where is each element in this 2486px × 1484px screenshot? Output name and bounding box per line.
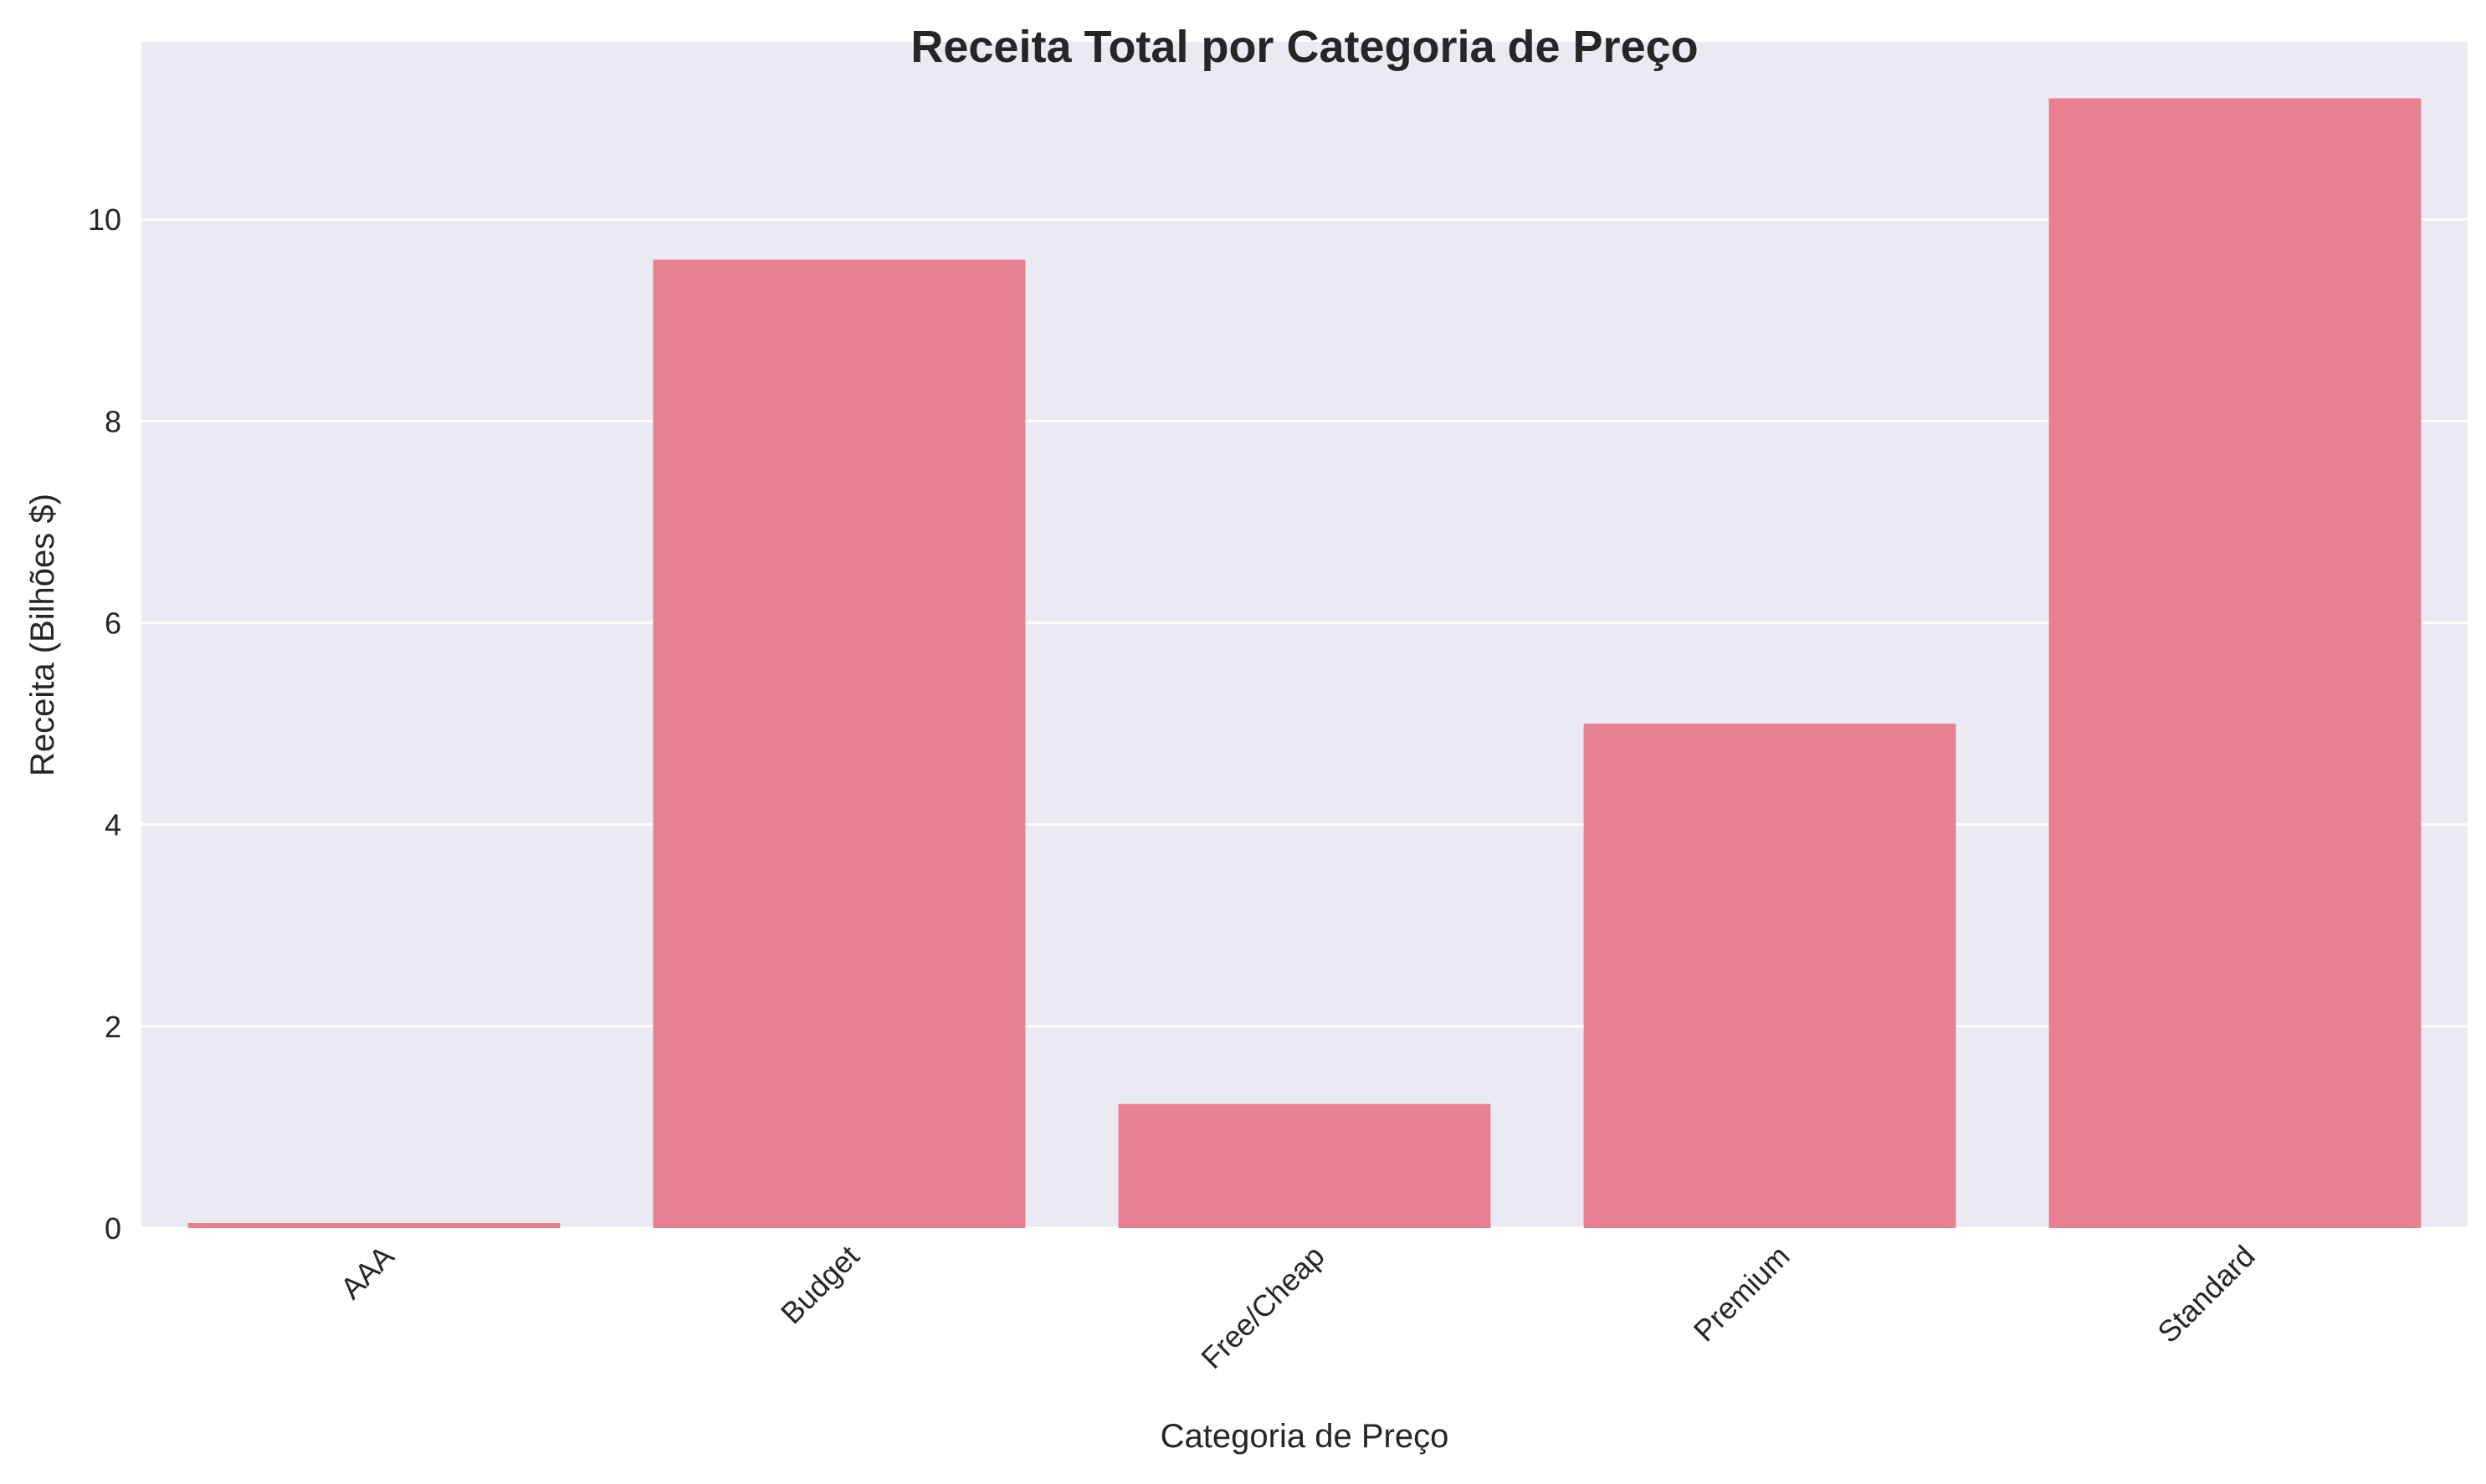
bars	[187, 98, 2422, 1229]
y-tick-label: 6	[105, 606, 121, 641]
x-tick-label: Standard	[2150, 1239, 2261, 1349]
chart-title: Receita Total por Categoria de Preço	[910, 22, 1698, 72]
y-axis-label: Receita (Bilhões $)	[24, 494, 61, 776]
x-tick-label: AAA	[334, 1239, 401, 1306]
x-tick-label: Premium	[1687, 1239, 1797, 1348]
bar-premium	[1583, 724, 1956, 1228]
y-tick-label: 10	[88, 202, 121, 237]
y-tick-label: 2	[105, 1010, 121, 1044]
y-tick-label: 4	[105, 808, 121, 842]
x-tick-label: Free/Cheap	[1194, 1239, 1330, 1375]
x-tick-labels: AAA Budget Free/Cheap Premium Standard	[334, 1239, 2262, 1375]
y-tick-labels: 0 2 4 6 8 10	[88, 202, 121, 1246]
x-tick-label: Budget	[774, 1239, 866, 1331]
bar-free-cheap	[1118, 1103, 1491, 1228]
bar-standard	[2048, 98, 2422, 1229]
y-tick-label: 8	[105, 404, 121, 438]
x-axis-label: Categoria de Preço	[1161, 1418, 1449, 1455]
bar-budget	[653, 259, 1026, 1228]
y-tick-label: 0	[105, 1211, 121, 1246]
bar-aaa	[187, 1222, 561, 1228]
